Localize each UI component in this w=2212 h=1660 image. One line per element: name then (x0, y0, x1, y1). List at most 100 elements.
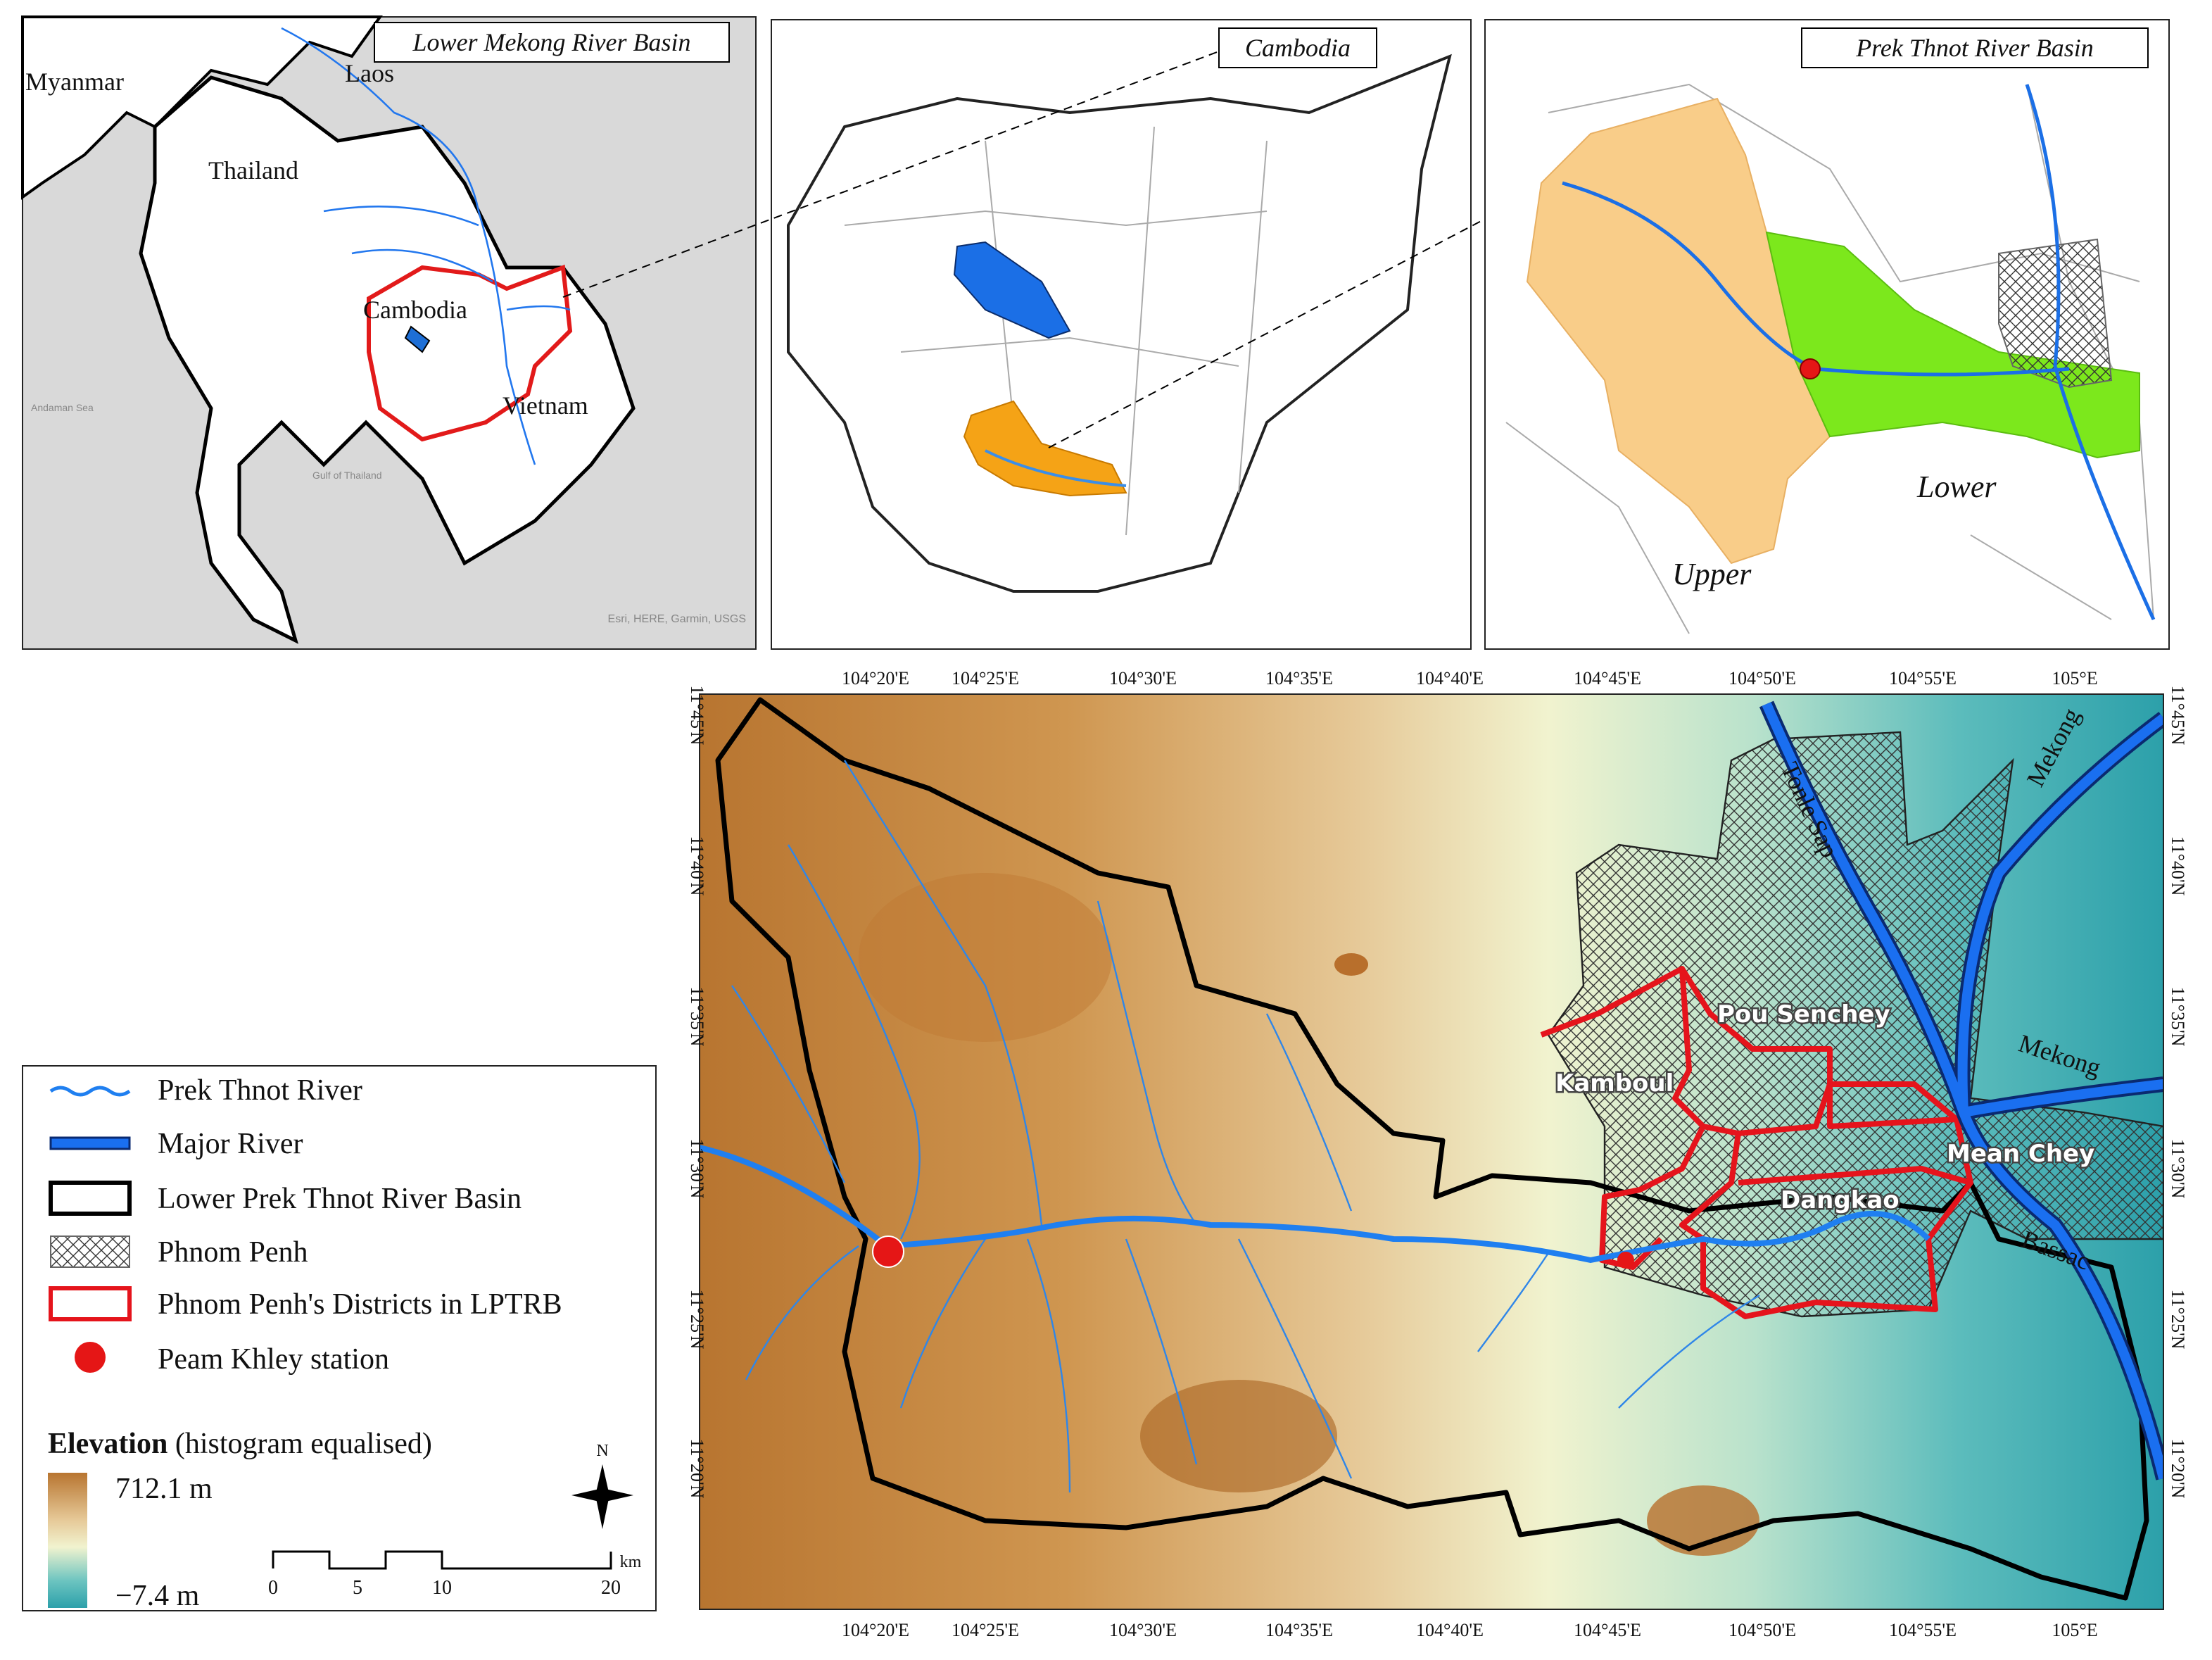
scale-label: 20 (601, 1577, 621, 1599)
upper-basin (1526, 97, 1831, 565)
leader-line (1048, 49, 1809, 448)
legend-label: Lower Prek Thnot River Basin (158, 1183, 522, 1215)
major-rivers (1759, 700, 2163, 1480)
y-tick-label: 11°30'N (2168, 1139, 2188, 1199)
panel-title: Prek Thnot River Basin (1855, 34, 2094, 62)
x-tick-label: 104°55'E (1889, 668, 1957, 688)
elevation-min: −7.4 m (115, 1580, 200, 1612)
terrain (1140, 1380, 1337, 1492)
y-tick-label: 11°20'N (2168, 1439, 2188, 1499)
x-tick-label: 105°E (2052, 1620, 2097, 1640)
country-label: Thailand (208, 156, 298, 184)
x-tick-label: 104°25'E (952, 668, 1019, 688)
lake (953, 241, 1071, 339)
attribution: Esri, HERE, Garmin, USGS (608, 613, 746, 625)
x-tick-label: 104°55'E (1889, 1620, 1957, 1640)
boundary (1505, 83, 2154, 634)
region-label: Upper (1672, 557, 1752, 591)
legend-label: Phnom Penh's Districts in LPTRB (158, 1288, 562, 1321)
scale-unit: km (620, 1553, 642, 1571)
leader-line (562, 49, 1225, 298)
legend-symbol (49, 1181, 132, 1216)
terrain (1647, 1485, 1759, 1556)
panel-title-box (1218, 27, 1377, 68)
basin-outline (715, 697, 2149, 1601)
sea-label: Gulf of Thailand (312, 470, 382, 481)
coordinate-ticks: 104°20'E 104°20'E 104°25'E 104°25'E 104°30'E… (687, 668, 2188, 1640)
lake (404, 325, 431, 353)
legend-label: Phnom Penh (158, 1236, 308, 1269)
scale-label: 0 (268, 1577, 278, 1599)
terrain (859, 873, 1112, 1042)
x-tick-label: 104°35'E (1265, 1620, 1333, 1640)
land (139, 75, 636, 644)
cambodia-outline (787, 54, 1452, 593)
y-tick-label: 11°40'N (2168, 836, 2188, 896)
country-label: Laos (345, 59, 394, 87)
x-tick-label: 105°E (2052, 668, 2097, 688)
legend-label: Major River (158, 1128, 303, 1160)
station (1800, 358, 1821, 379)
x-tick-label: 104°30'E (1109, 668, 1177, 688)
x-tick-label: 104°45'E (1574, 668, 1641, 688)
x-tick-label: 104°30'E (1109, 1620, 1177, 1640)
elevation-title: Elevation (48, 1428, 168, 1460)
x-tick-label: 104°50'E (1728, 668, 1796, 688)
y-tick-label: 11°35'N (687, 987, 707, 1047)
district-outline (1679, 967, 1973, 1319)
elevation-max: 712.1 m (115, 1473, 213, 1505)
land (21, 15, 383, 200)
x-tick-label: 104°40'E (1416, 668, 1484, 688)
elevation-ramp (48, 1473, 87, 1608)
elevation-subtitle: (histogram equalised) (175, 1428, 432, 1460)
y-tick-label: 11°30'N (687, 1139, 707, 1199)
y-tick-label: 11°40'N (687, 836, 707, 896)
legend-symbol (50, 1235, 130, 1268)
y-tick-label: 11°45'N (2168, 686, 2188, 746)
scale-bar-line (272, 1550, 612, 1570)
country-label: Myanmar (25, 68, 124, 96)
main-map (700, 694, 2163, 1609)
north-arrow: N (571, 1442, 633, 1529)
y-tick-label: 11°25'N (687, 1290, 707, 1350)
prek-thnot-river (700, 1145, 1930, 1264)
legend-symbol (49, 1086, 131, 1097)
country-label: Cambodia (363, 296, 467, 324)
district-outline (1738, 1081, 1972, 1186)
district-label: Pou Senchey (1717, 1000, 1890, 1029)
district-label: Dangkao (1781, 1186, 1900, 1214)
north-arrow-star (571, 1488, 633, 1502)
y-tick-label: 11°25'N (2168, 1290, 2188, 1350)
district-marker (1617, 1252, 1634, 1269)
scale-label: 10 (432, 1577, 452, 1599)
legend-symbol (49, 1286, 132, 1321)
panel-title-box (374, 22, 730, 63)
river (281, 27, 571, 465)
y-tick-label: 11°20'N (687, 1439, 707, 1499)
legend-symbol (75, 1342, 106, 1373)
legend-symbol (49, 1136, 131, 1150)
scale-label: 5 (353, 1577, 362, 1599)
x-tick-label: 104°45'E (1574, 1620, 1641, 1640)
legend (22, 1065, 657, 1611)
panel-title: Lower Mekong River Basin (412, 28, 691, 56)
north-label: N (596, 1442, 608, 1460)
panel-title-box (1801, 27, 2149, 68)
districts (1540, 966, 1973, 1319)
x-tick-label: 104°35'E (1265, 668, 1333, 688)
map-frame (699, 693, 2164, 1610)
phnom-penh (1998, 238, 2113, 389)
x-tick-label: 104°40'E (1416, 1620, 1484, 1640)
river (985, 449, 1127, 487)
lower-basin (1765, 231, 2140, 459)
legend-label: Peam Khley station (158, 1343, 389, 1376)
scale-bar: 0 5 10 20 km (268, 1550, 642, 1599)
basin (963, 400, 1127, 497)
elevation-title: Elevation (histogram equalised) (48, 1428, 432, 1460)
panel-title: Cambodia (1245, 34, 1351, 62)
district-label: Kamboul (1555, 1069, 1674, 1098)
country-label: Vietnam (503, 391, 588, 420)
tributaries (731, 760, 1760, 1493)
